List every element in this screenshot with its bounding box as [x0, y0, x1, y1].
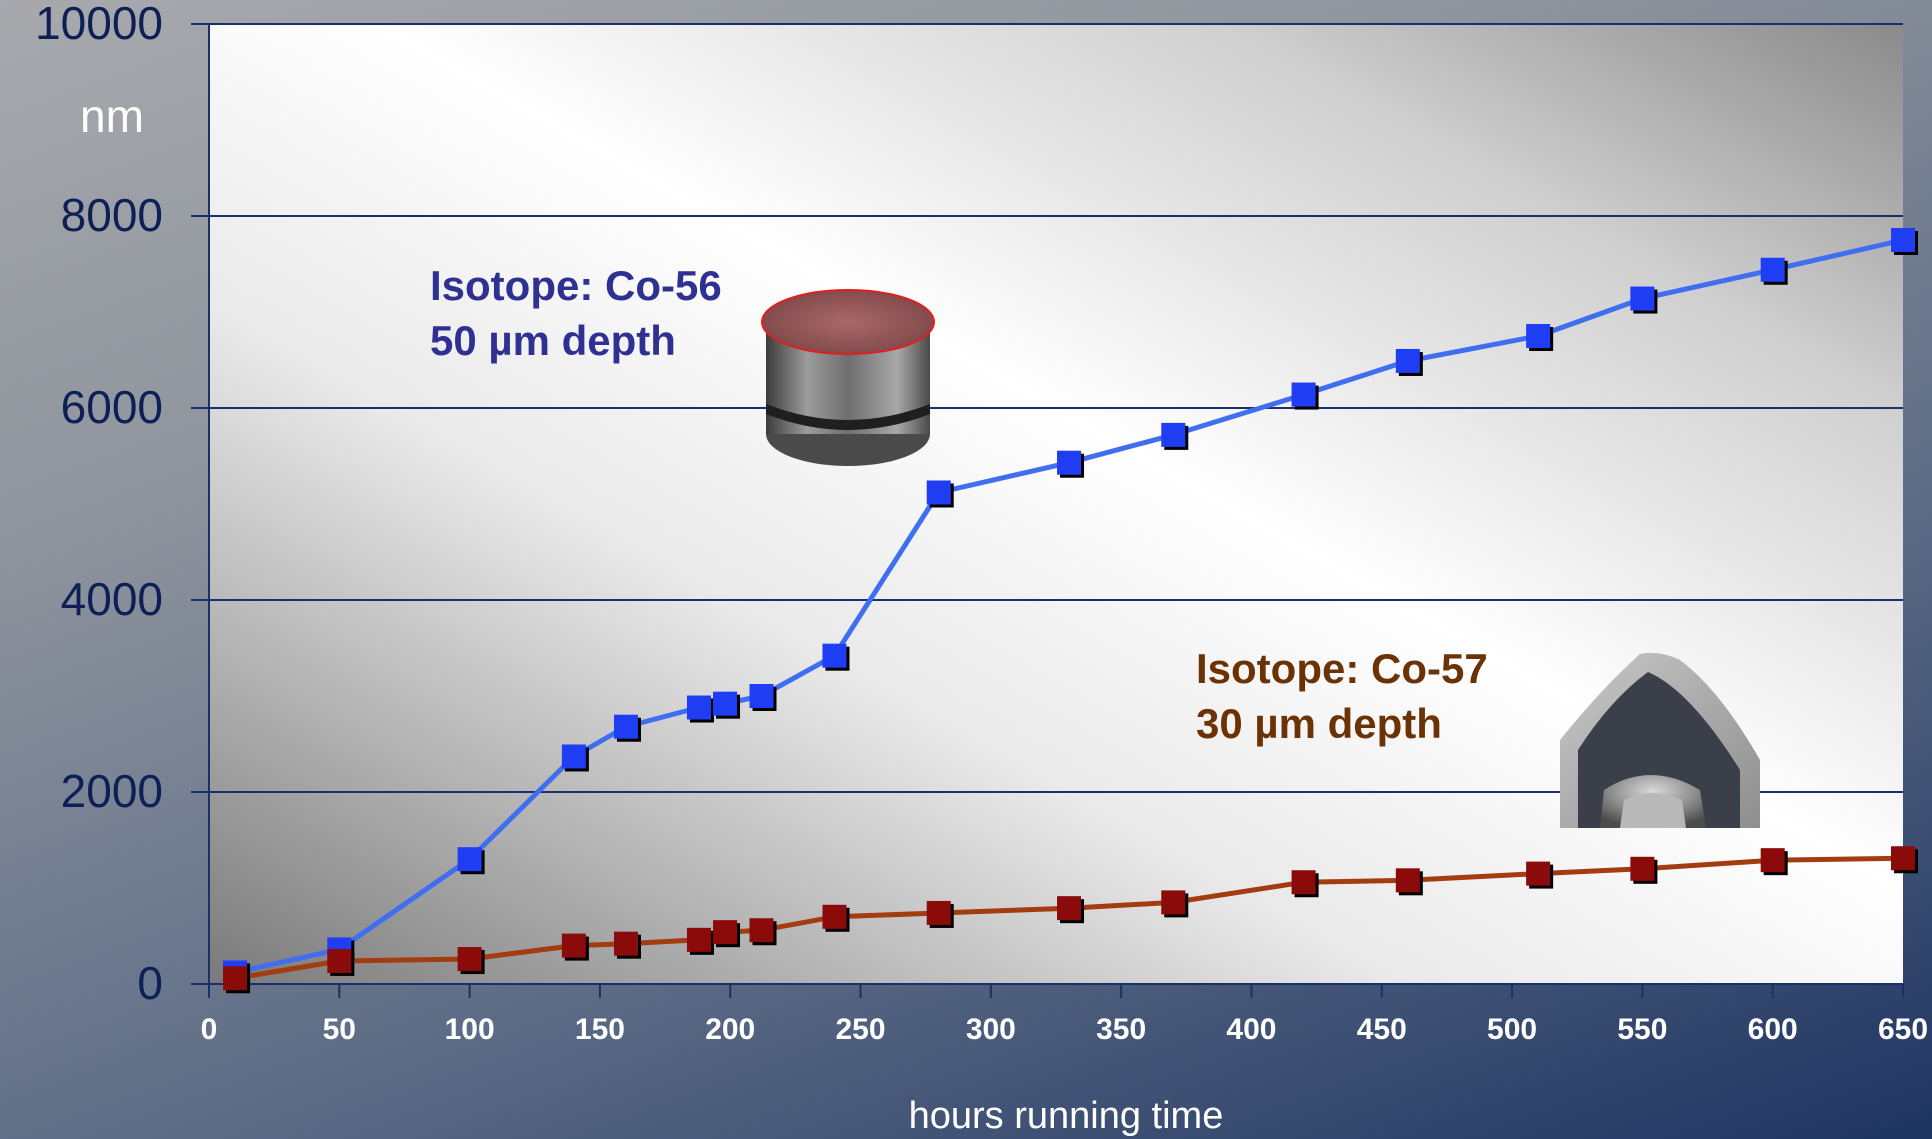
- x-tick-label: 300: [966, 1013, 1016, 1046]
- x-tick-label: 100: [445, 1013, 495, 1046]
- data-point: [1526, 861, 1551, 886]
- data-point: [1057, 450, 1082, 475]
- plot-area: [209, 24, 1903, 984]
- data-point: [1161, 422, 1186, 447]
- annotation-text: Isotope: Co-56: [430, 262, 722, 309]
- data-point: [1630, 856, 1655, 881]
- y-tick-label: 6000: [61, 381, 163, 433]
- data-point: [1760, 848, 1785, 873]
- data-point: [1891, 846, 1915, 871]
- x-tick-label: 500: [1487, 1013, 1537, 1046]
- data-point: [749, 684, 774, 708]
- data-point: [822, 904, 847, 929]
- data-point: [613, 931, 638, 956]
- data-point: [926, 900, 951, 925]
- annotation-text: 30 µm depth: [1196, 700, 1442, 747]
- data-point: [1891, 228, 1915, 252]
- data-point: [1760, 257, 1785, 282]
- y-tick-label: 4000: [61, 573, 163, 625]
- y-axis-ticks: 0 2000 4000 6000 8000 10000: [35, 0, 209, 1009]
- data-point: [822, 643, 847, 668]
- data-point: [457, 947, 482, 972]
- data-point: [561, 933, 586, 958]
- data-point: [1161, 890, 1186, 915]
- x-tick-label: 200: [705, 1013, 755, 1046]
- cylinder-sample-photo: [761, 289, 935, 466]
- x-tick-label: 600: [1748, 1013, 1798, 1046]
- data-point: [457, 847, 482, 872]
- y-tick-label: 2000: [61, 765, 163, 817]
- data-point: [1526, 324, 1551, 348]
- annotation-text: Isotope: Co-57: [1196, 645, 1488, 692]
- x-axis-ticks: 0 50 100 150 200 250 300 350 400 450 500 550 600 650: [201, 984, 1928, 1046]
- y-axis-label: nm: [80, 90, 144, 142]
- x-tick-label: 250: [836, 1013, 886, 1046]
- data-point: [749, 918, 774, 943]
- annotation-1: Isotope: Co-56 50 µm depth: [430, 262, 722, 364]
- data-point: [686, 927, 711, 952]
- series-line: [234, 855, 1904, 981]
- x-tick-label: 0: [201, 1013, 218, 1046]
- data-point: [1395, 868, 1420, 893]
- data-point: [686, 695, 711, 720]
- valve-seat-photo: [1560, 652, 1760, 828]
- annotations: Isotope: Co-56 50 µm depth Isotope: Co-57 3…: [430, 262, 1488, 747]
- data-point: [613, 714, 638, 739]
- x-tick-label: 50: [323, 1013, 356, 1046]
- x-tick-label: 450: [1357, 1013, 1407, 1046]
- data-point: [713, 691, 738, 716]
- axes: [208, 24, 1903, 985]
- data-point: [1395, 348, 1420, 373]
- data-point: [1291, 870, 1316, 895]
- y-tick-label: 10000: [35, 0, 163, 49]
- series-line: [234, 237, 1904, 975]
- data-point: [713, 920, 738, 945]
- data-point: [223, 966, 248, 991]
- annotation-2: Isotope: Co-57 30 µm depth: [1196, 645, 1488, 747]
- series-1: [223, 228, 1918, 988]
- series-2: [223, 846, 1918, 994]
- series-layer: [223, 228, 1918, 994]
- data-point: [327, 948, 352, 973]
- x-tick-label: 150: [575, 1013, 625, 1046]
- data-point: [926, 480, 951, 505]
- y-tick-label: 8000: [61, 189, 163, 241]
- x-tick-label: 350: [1096, 1013, 1146, 1046]
- y-tick-label: 0: [137, 957, 163, 1009]
- data-point: [1291, 382, 1316, 407]
- data-point: [1057, 896, 1082, 921]
- data-point: [1630, 286, 1655, 311]
- x-axis-label: hours running time: [909, 1095, 1224, 1137]
- data-point: [561, 744, 586, 769]
- annotation-text: 50 µm depth: [430, 317, 676, 364]
- x-tick-label: 650: [1878, 1013, 1928, 1046]
- x-tick-label: 550: [1617, 1013, 1667, 1046]
- x-tick-label: 400: [1226, 1013, 1276, 1046]
